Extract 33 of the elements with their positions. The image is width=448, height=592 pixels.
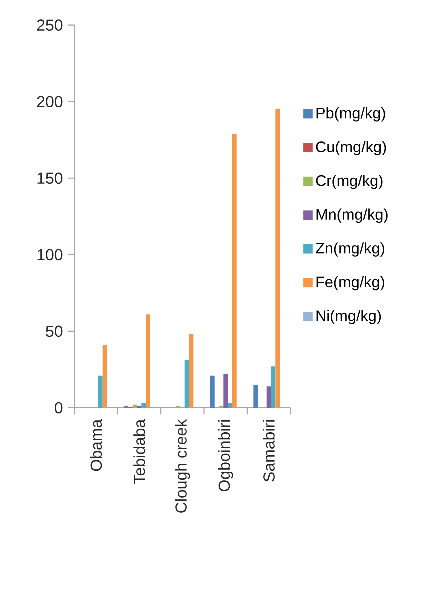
bar xyxy=(98,376,103,408)
bar xyxy=(102,345,108,408)
legend-label: Cu(mg/kg) xyxy=(316,141,386,156)
x-tick-label: Clough creek xyxy=(175,419,190,513)
x-tick-label: Ogboinbiri xyxy=(218,420,234,492)
y-tick-label: 0 xyxy=(55,402,63,414)
legend-label: Cr(mg/kg) xyxy=(316,175,383,190)
bar xyxy=(266,386,272,408)
bar xyxy=(232,134,237,408)
legend-label: Fe(mg/kg) xyxy=(316,276,384,291)
bar xyxy=(254,385,258,408)
bar xyxy=(146,314,150,408)
bar xyxy=(189,334,194,408)
bar xyxy=(276,110,280,408)
bar xyxy=(184,360,190,408)
legend-label: Mn(mg/kg) xyxy=(316,208,388,224)
bar xyxy=(224,374,228,408)
legend-label: Ni(mg/kg) xyxy=(316,310,382,324)
x-tick-label: Samabiri xyxy=(263,420,275,482)
y-tick-label: 200 xyxy=(37,96,63,108)
legend-label: Pb(mg/kg) xyxy=(316,107,386,122)
bar xyxy=(228,403,232,408)
x-tick-label: Obama xyxy=(90,419,102,472)
bar xyxy=(210,376,215,408)
y-tick-label: 50 xyxy=(46,326,63,338)
x-tick-label: Tebidaba xyxy=(134,419,146,484)
bar xyxy=(271,366,276,408)
bar xyxy=(142,403,146,408)
y-tick-label: 250 xyxy=(37,20,63,31)
y-tick-label: 100 xyxy=(38,249,63,261)
bar xyxy=(132,404,138,408)
y-tick-label: 150 xyxy=(38,172,63,184)
legend-label: Zn(mg/kg) xyxy=(316,242,384,257)
